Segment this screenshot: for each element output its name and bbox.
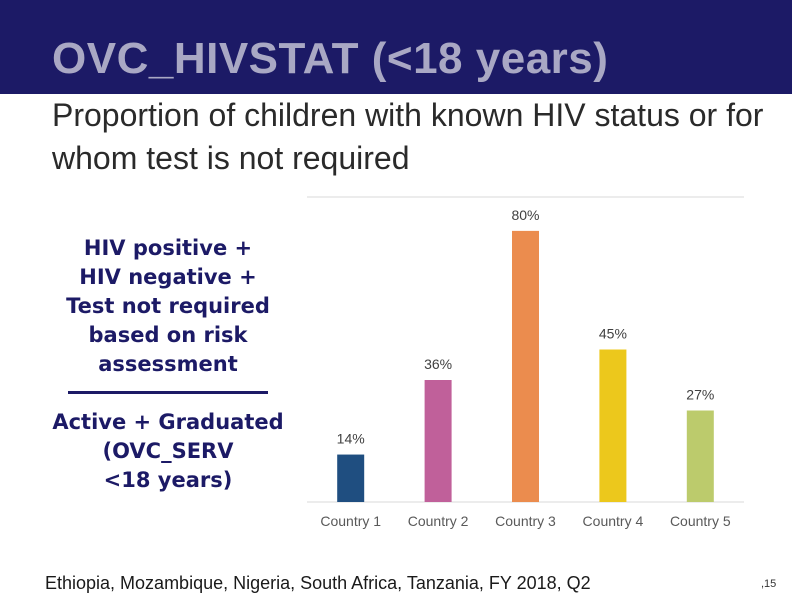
numerator-line: Test not required (66, 294, 270, 318)
data-label-3: 80% (511, 207, 539, 223)
x-tick-label-2: Country 2 (408, 513, 469, 529)
denominator-line: Active + Graduated (52, 410, 284, 434)
data-label-1: 14% (337, 431, 365, 447)
bar-5 (686, 410, 714, 502)
formula-denominator: Active + Graduated (OVC_SERV <18 years) (40, 408, 296, 495)
x-tick-label-3: Country 3 (495, 513, 556, 529)
numerator-line: HIV negative + (79, 265, 257, 289)
footer-note: Ethiopia, Mozambique, Nigeria, South Afr… (45, 573, 591, 593)
bar-1 (337, 454, 365, 502)
data-label-2: 36% (424, 356, 452, 372)
data-label-4: 45% (599, 326, 627, 342)
bar-2 (424, 380, 452, 502)
denominator-line: (OVC_SERV (102, 439, 234, 463)
slide-subtitle: Proportion of children with known HIV st… (52, 97, 764, 176)
x-tick-label-1: Country 1 (320, 513, 381, 529)
formula-numerator: HIV positive + HIV negative + Test not r… (40, 234, 296, 379)
bar-4 (599, 349, 627, 502)
denominator-line: <18 years) (103, 468, 233, 492)
data-label-5: 27% (686, 387, 714, 403)
numerator-line: based on risk (88, 323, 248, 347)
page-number: ,15 (761, 578, 777, 590)
numerator-line: HIV positive + (83, 236, 253, 260)
numerator-line: assessment (98, 352, 238, 376)
bar-3 (512, 230, 539, 502)
fraction-bar (68, 391, 268, 394)
x-tick-label-5: Country 5 (670, 513, 731, 529)
indicator-formula: HIV positive + HIV negative + Test not r… (40, 234, 296, 495)
x-tick-label-4: Country 4 (583, 513, 644, 529)
header-band (0, 0, 792, 94)
slide-title: OVC_HIVSTAT (<18 years) (52, 34, 609, 83)
